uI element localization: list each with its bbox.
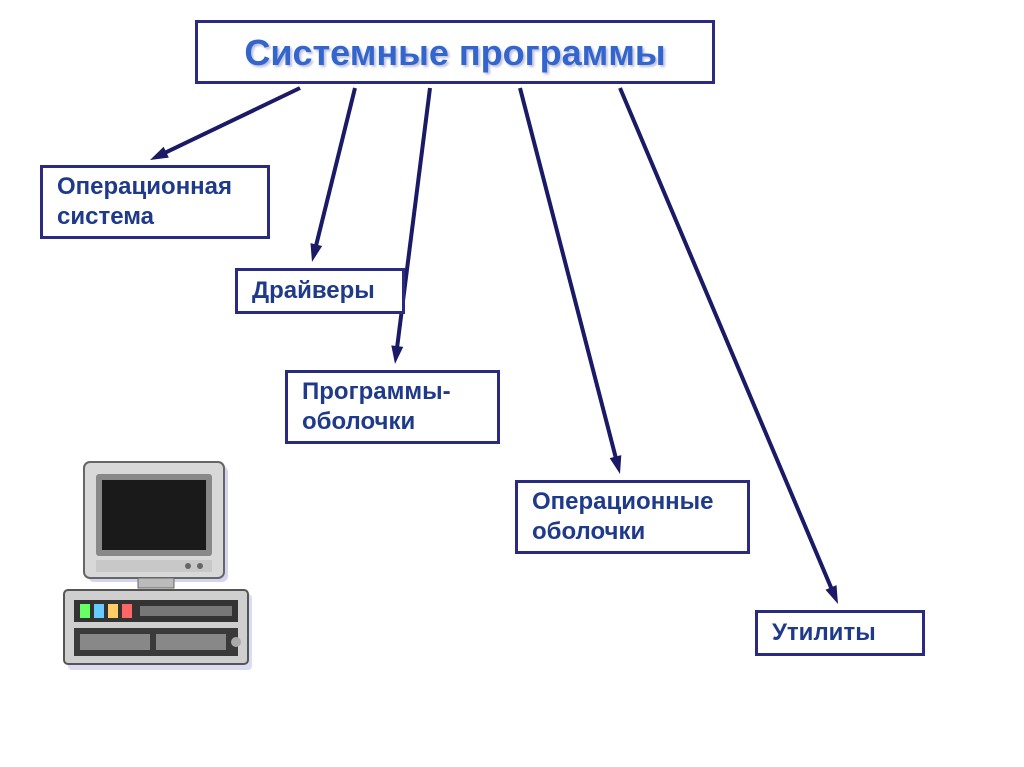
- computer-icon: [60, 460, 260, 680]
- arrow-line-3: [520, 88, 617, 464]
- arrow-head-2: [391, 345, 403, 364]
- child-box-os: Операционная система: [40, 165, 270, 239]
- title-text: Системные программы: [244, 30, 665, 75]
- arrow-head-4: [825, 585, 838, 604]
- arrow-line-0: [160, 88, 300, 155]
- child-label-utils: Утилиты: [772, 618, 876, 648]
- child-label-os: Операционная система: [57, 172, 232, 232]
- arrow-line-1: [315, 88, 355, 252]
- child-box-opshells: Операционные оболочки: [515, 480, 750, 554]
- child-box-shells: Программы- оболочки: [285, 370, 500, 444]
- child-box-drivers: Драйверы: [235, 268, 405, 314]
- child-label-drivers: Драйверы: [252, 276, 375, 306]
- child-label-opshells: Операционные оболочки: [532, 487, 714, 547]
- arrow-head-1: [310, 243, 322, 262]
- title-box: Системные программы: [195, 20, 715, 84]
- child-label-shells: Программы- оболочки: [302, 377, 451, 437]
- arrow-head-3: [610, 455, 622, 474]
- computer-svg: [60, 460, 260, 680]
- arrow-head-0: [150, 147, 169, 160]
- child-box-utils: Утилиты: [755, 610, 925, 656]
